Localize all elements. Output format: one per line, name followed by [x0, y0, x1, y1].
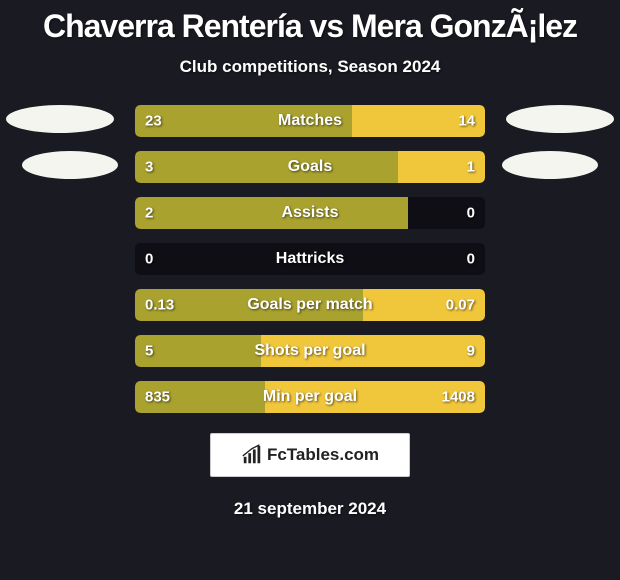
- date-label: 21 september 2024: [0, 499, 620, 519]
- stat-row: Hattricks 0 0: [135, 243, 485, 275]
- value-left: 23: [145, 113, 162, 130]
- bar-left: [135, 335, 261, 367]
- player-right-flag-2: [502, 151, 598, 179]
- stat-row: Min per goal 835 1408: [135, 381, 485, 413]
- value-right: 1: [467, 159, 475, 176]
- stat-row: Goals per match 0.13 0.07: [135, 289, 485, 321]
- stat-row: Shots per goal 5 9: [135, 335, 485, 367]
- value-right: 0: [467, 205, 475, 222]
- comparison-chart: Matches 23 14 Goals 3 1 Assists 2 0 Hattricks 0 0 Go…: [0, 105, 620, 413]
- stat-label: Assists: [282, 204, 339, 222]
- stat-rows: Matches 23 14 Goals 3 1 Assists 2 0 Hattricks 0 0 Go…: [135, 105, 485, 413]
- player-left-flag-2: [22, 151, 118, 179]
- value-left: 0: [145, 251, 153, 268]
- fctables-logo[interactable]: FcTables.com: [210, 433, 410, 477]
- player-right-flag: [506, 105, 614, 133]
- bar-left: [135, 197, 408, 229]
- value-right: 9: [467, 343, 475, 360]
- stat-label: Min per goal: [263, 388, 357, 406]
- value-right: 0: [467, 251, 475, 268]
- stat-label: Goals: [288, 158, 332, 176]
- value-right: 1408: [442, 389, 475, 406]
- page-subtitle: Club competitions, Season 2024: [0, 57, 620, 77]
- logo-text: FcTables.com: [267, 445, 379, 465]
- value-left: 3: [145, 159, 153, 176]
- value-left: 0.13: [145, 297, 174, 314]
- chart-icon: [241, 444, 263, 466]
- value-left: 2: [145, 205, 153, 222]
- player-left-flag: [6, 105, 114, 133]
- page-title: Chaverra Rentería vs Mera GonzÃ¡lez: [0, 0, 620, 45]
- stat-row: Assists 2 0: [135, 197, 485, 229]
- stat-row: Matches 23 14: [135, 105, 485, 137]
- bar-left: [135, 151, 398, 183]
- value-left: 835: [145, 389, 170, 406]
- stat-row: Goals 3 1: [135, 151, 485, 183]
- value-right: 0.07: [446, 297, 475, 314]
- stat-label: Hattricks: [276, 250, 344, 268]
- value-left: 5: [145, 343, 153, 360]
- stat-label: Matches: [278, 112, 342, 130]
- stat-label: Goals per match: [247, 296, 372, 314]
- stat-label: Shots per goal: [254, 342, 365, 360]
- value-right: 14: [458, 113, 475, 130]
